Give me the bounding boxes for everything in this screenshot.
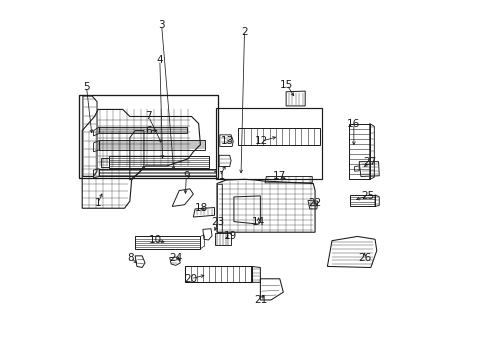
Bar [216, 108, 322, 179]
Text: 17: 17 [272, 171, 285, 181]
Text: 24: 24 [169, 253, 182, 262]
Text: 15: 15 [280, 80, 293, 90]
Text: 18: 18 [194, 203, 208, 213]
Text: 7: 7 [145, 112, 152, 121]
Text: 25: 25 [361, 191, 374, 201]
Text: 4: 4 [156, 55, 163, 65]
Text: 22: 22 [308, 198, 321, 208]
Text: 10: 10 [149, 235, 162, 245]
Text: 21: 21 [253, 295, 266, 305]
Text: 14: 14 [251, 217, 264, 227]
Text: 2: 2 [241, 27, 247, 37]
Text: 8: 8 [127, 253, 134, 262]
Text: 11: 11 [213, 171, 226, 181]
Text: 12: 12 [254, 136, 267, 146]
Text: 16: 16 [346, 118, 360, 129]
Text: 20: 20 [184, 274, 197, 284]
Text: 19: 19 [224, 231, 237, 242]
Text: 26: 26 [357, 253, 370, 262]
Text: 9: 9 [183, 171, 189, 181]
Text: 1: 1 [95, 198, 101, 208]
Bar [79, 95, 218, 178]
Text: 6: 6 [145, 126, 152, 136]
Text: 27: 27 [363, 157, 376, 167]
Text: 5: 5 [83, 81, 90, 91]
Text: 3: 3 [158, 20, 164, 30]
Text: 13: 13 [221, 136, 234, 146]
Text: 23: 23 [211, 217, 224, 227]
